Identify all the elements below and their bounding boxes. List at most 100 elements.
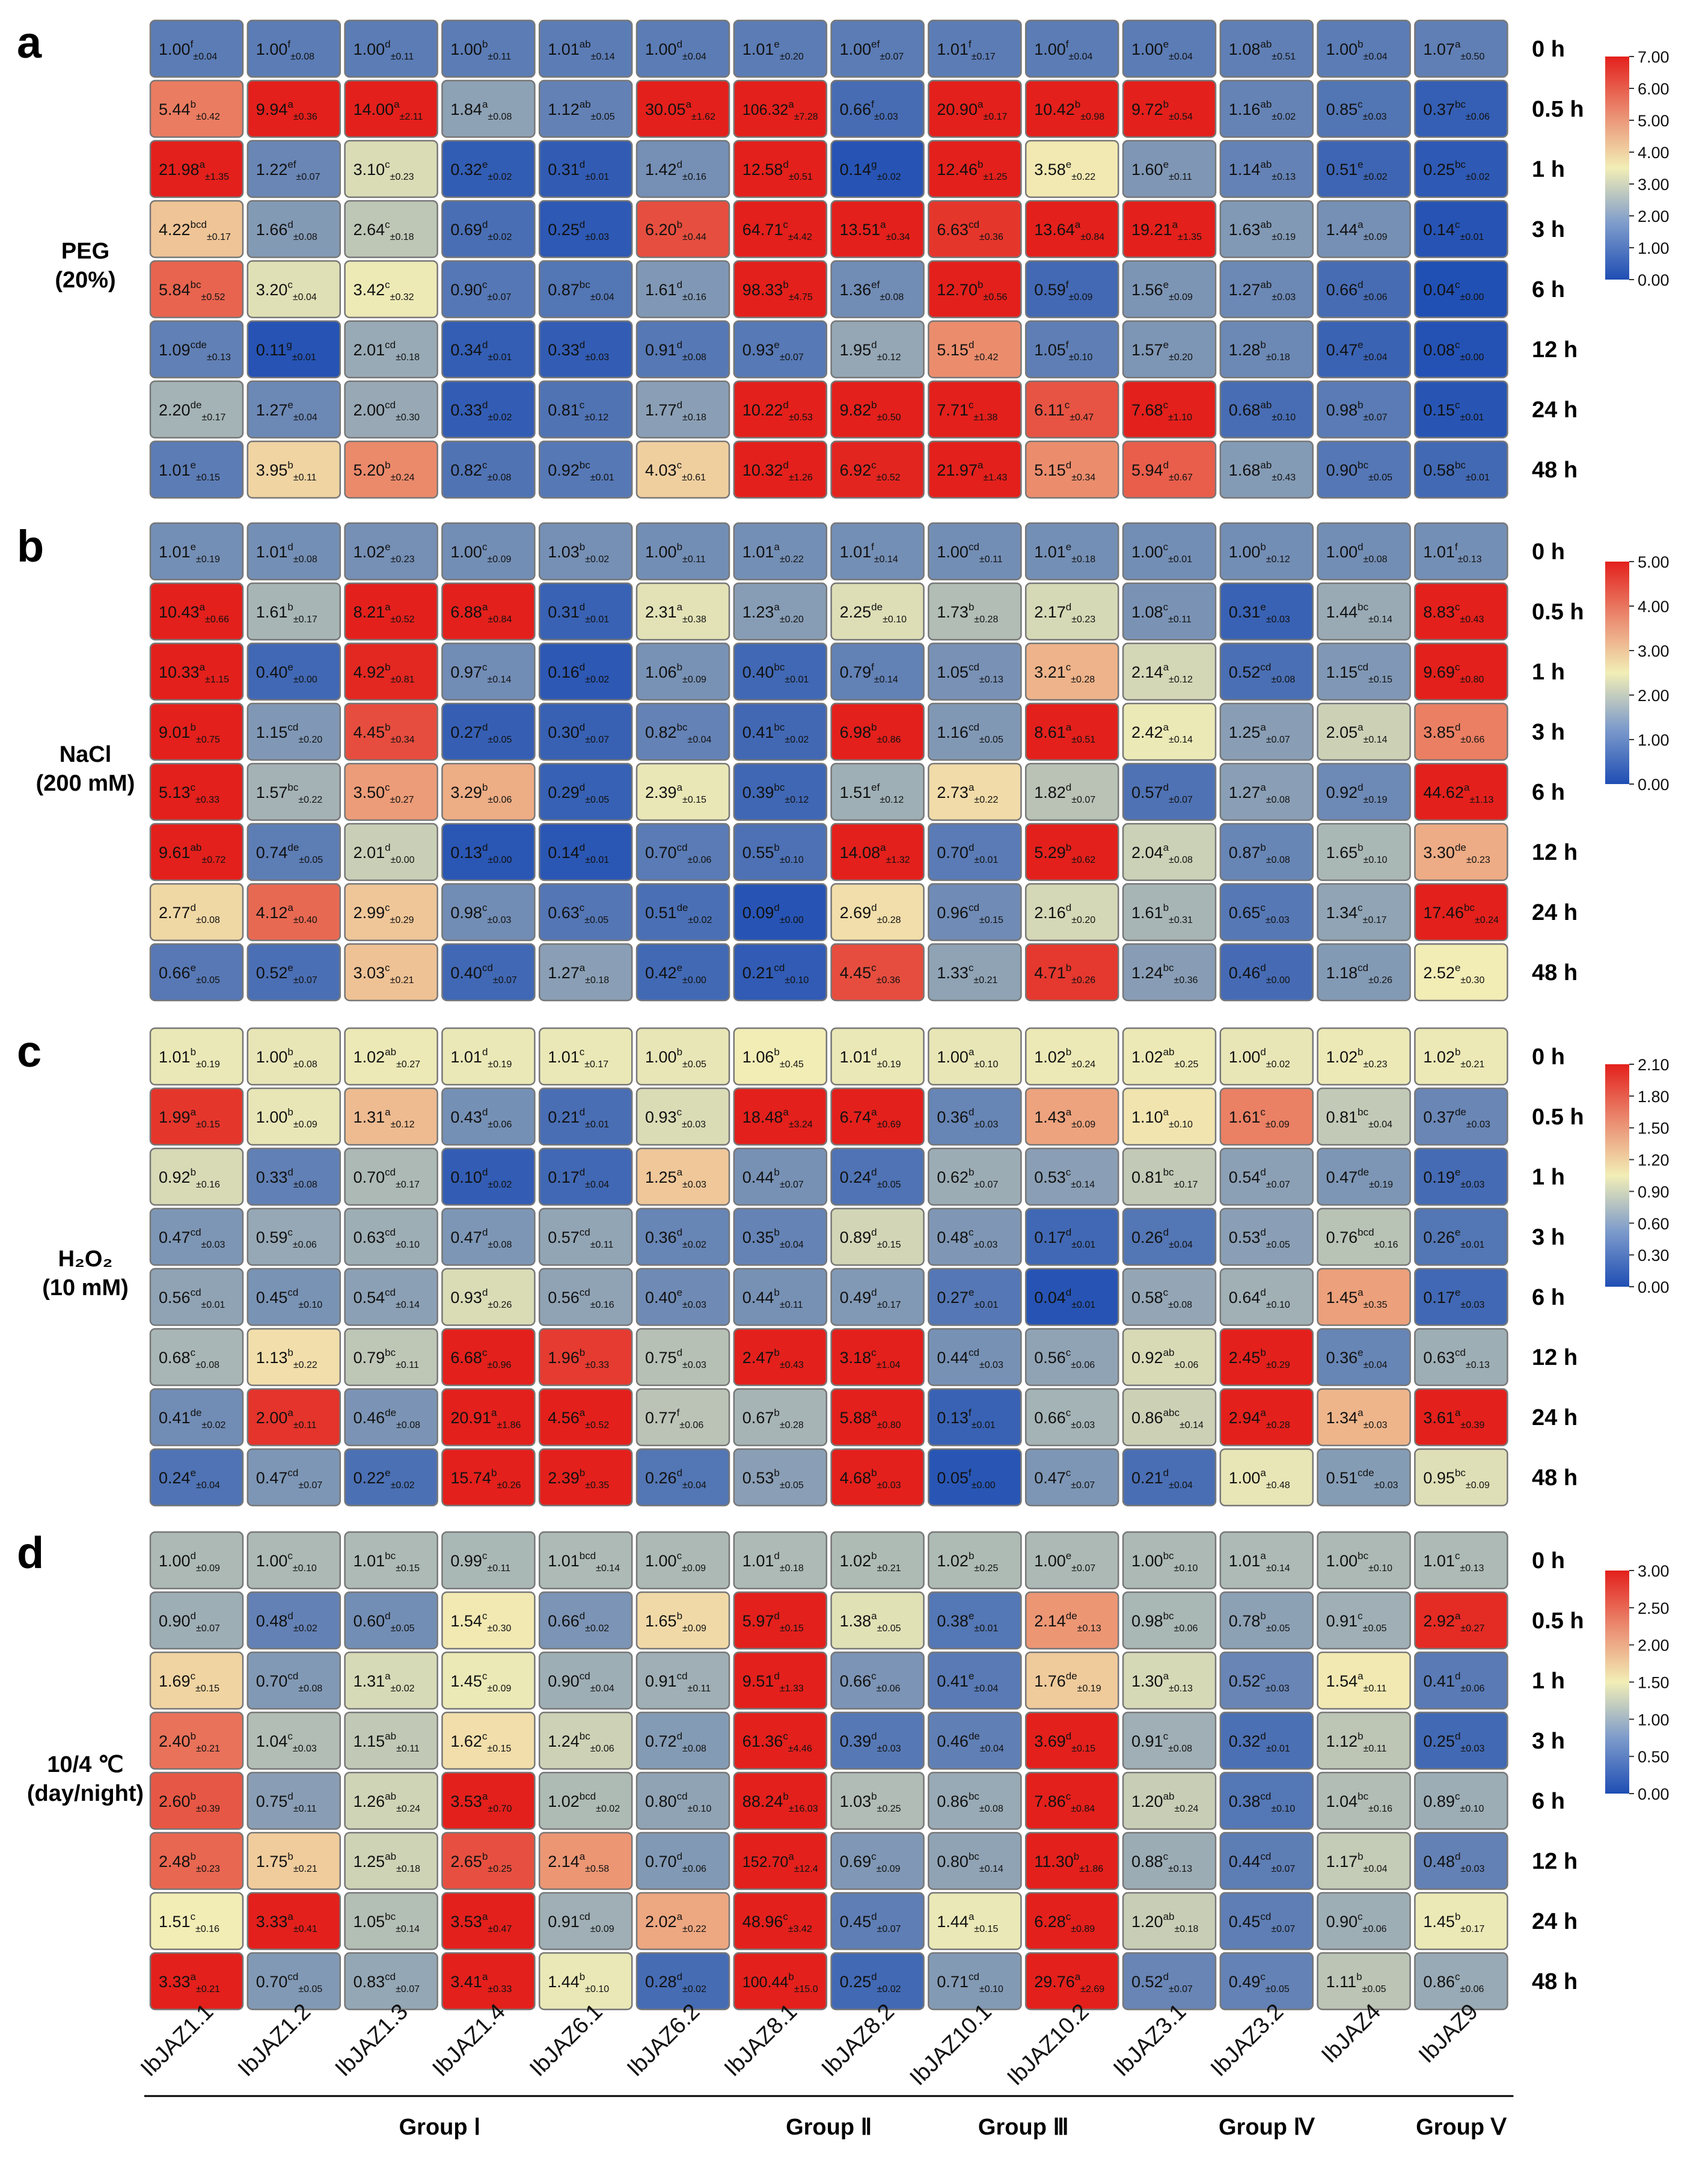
cell-background [1317,883,1411,942]
cell-value-label: 1.44a±0.09 [1326,219,1388,242]
cell-value-label: 0.35b±0.04 [742,1227,804,1250]
heatmap-cell: 0.66d±0.06 [1317,260,1411,319]
cell-value-label: 1.01f±0.17 [937,38,995,62]
cell-background [1122,380,1217,439]
time-label: 12 h [1532,337,1578,363]
cell-value-label: 9.01b±0.75 [159,722,220,745]
cell-value-label: 0.13f±0.01 [937,1407,995,1430]
heatmap-cell: 0.58c±0.08 [1122,1267,1217,1326]
cell-background [1219,702,1314,761]
cell-background [441,1328,536,1387]
cell-value-label: 1.16cd±0.05 [937,722,1003,745]
cell-background [1122,1328,1217,1387]
group-label: Group Ⅱ [786,2115,872,2140]
cell-value-label: 0.38cd±0.10 [1229,1791,1296,1814]
cell-background [1414,522,1508,581]
cell-value-label: 0.40bc±0.01 [742,661,809,685]
cell-value-label: 0.91c±0.08 [1131,1730,1192,1754]
cell-value-label: 0.67b±0.28 [742,1407,804,1430]
cell-background [1219,823,1314,881]
cell-background [441,1027,536,1086]
heatmap-cell: 0.52e±0.07 [246,943,341,1002]
cell-background [928,1388,1022,1447]
heatmap-cell: 0.27d±0.05 [441,702,536,761]
heatmap-cell: 5.94d±0.67 [1122,440,1217,499]
cell-background [928,1087,1022,1146]
cell-value-label: 0.40cd±0.07 [450,962,517,985]
heatmap-cell: 1.00a±0.10 [928,1027,1022,1086]
heatmap-cell: 1.01b±0.19 [149,1027,244,1086]
cell-value-label: 1.00bc±0.10 [1326,1550,1393,1574]
cell-background [1219,1531,1314,1590]
cell-background [441,1147,536,1206]
cell-value-label: 5.15d±0.42 [937,339,998,363]
cell-value-label: 0.90cd±0.04 [548,1670,614,1694]
heatmap-cell: 0.68ab±0.10 [1219,380,1314,439]
heatmap-cell: 1.01e±0.18 [1024,522,1119,581]
cell-value-label: 1.00a±0.48 [1229,1467,1290,1491]
heatmap-cell: 4.22bcd±0.17 [149,200,244,259]
heatmap-cell: 0.21d±0.01 [538,1087,633,1146]
cell-value-label: 1.51c±0.16 [159,1911,219,1934]
time-label: 24 h [1532,397,1578,423]
cell-value-label: 0.41bc±0.02 [742,722,809,745]
cell-background [830,320,925,379]
cell-background [149,380,244,439]
cell-value-label: 19.21a±1.35 [1131,219,1202,242]
cell-value-label: 0.53c±0.14 [1034,1166,1095,1190]
cell-background [928,702,1022,761]
cell-value-label: 1.61b±0.31 [1131,902,1193,925]
cell-background [441,1771,536,1830]
cell-value-label: 0.31d±0.01 [548,601,609,625]
cell-background [1414,1087,1508,1146]
cell-background [928,320,1022,379]
heatmap-cell: 1.01f±0.13 [1414,522,1508,581]
cell-value-label: 1.54c±0.30 [450,1610,511,1634]
cell-background [149,1952,244,2011]
cell-value-label: 0.90bc±0.05 [1326,459,1393,483]
heatmap-cell: 0.97c±0.14 [441,642,536,701]
cell-value-label: 3.85d±0.66 [1423,722,1484,745]
cell-background [1024,702,1119,761]
cell-value-label: 1.02b±0.21 [1423,1046,1484,1070]
cell-value-label: 0.25bc±0.02 [1423,159,1490,182]
cell-value-label: 3.10c±0.23 [354,159,414,182]
cell-background [733,702,828,761]
cell-background [733,582,828,641]
cell-background [1219,79,1314,138]
heatmap-cell: 0.92ab±0.06 [1122,1328,1217,1387]
heatmap-cell: 0.55b±0.10 [733,823,828,881]
cell-background [1122,1087,1217,1146]
heatmap-cell: 0.37de±0.03 [1414,1087,1508,1146]
heatmap-cell: 4.45b±0.34 [344,702,438,761]
heatmap-cell: 64.71c±4.42 [733,200,828,259]
panel-title-line: 10/4 ℃ [47,1752,123,1777]
heatmap-cell: 1.22ef±0.07 [246,139,341,198]
heatmap-cell: 1.82d±0.07 [1024,762,1119,821]
cell-value-label: 0.59f±0.09 [1034,279,1092,302]
cell-background [1219,19,1314,78]
cell-value-label: 1.95d±0.12 [840,339,901,363]
cell-background [1219,883,1314,942]
heatmap-cell: 3.58e±0.22 [1024,139,1119,198]
cell-background [441,1831,536,1890]
heatmap-cell: 0.83cd±0.07 [344,1952,438,2011]
heatmap-cell: 1.25ab±0.18 [344,1831,438,1890]
cell-background [149,260,244,319]
heatmap-cell: 1.05f±0.10 [1024,320,1119,379]
cell-background [538,440,633,499]
cell-value-label: 2.69d±0.28 [840,902,901,925]
cell-background [1219,200,1314,259]
cell-background [149,582,244,641]
panel-title-line: NaCl [60,742,112,767]
cell-value-label: 0.36d±0.02 [645,1227,706,1250]
cell-value-label: 4.12a±0.40 [256,902,317,925]
cell-background [635,139,730,198]
heatmap-cell: 3.42c±0.32 [344,260,438,319]
cell-value-label: 0.21d±0.04 [1131,1467,1193,1491]
heatmap-cell: 0.51e±0.02 [1317,139,1411,198]
cell-background [928,1591,1022,1650]
cell-value-label: 0.40e±0.03 [645,1287,706,1310]
cell-background [1317,642,1411,701]
cell-background [441,1448,536,1507]
